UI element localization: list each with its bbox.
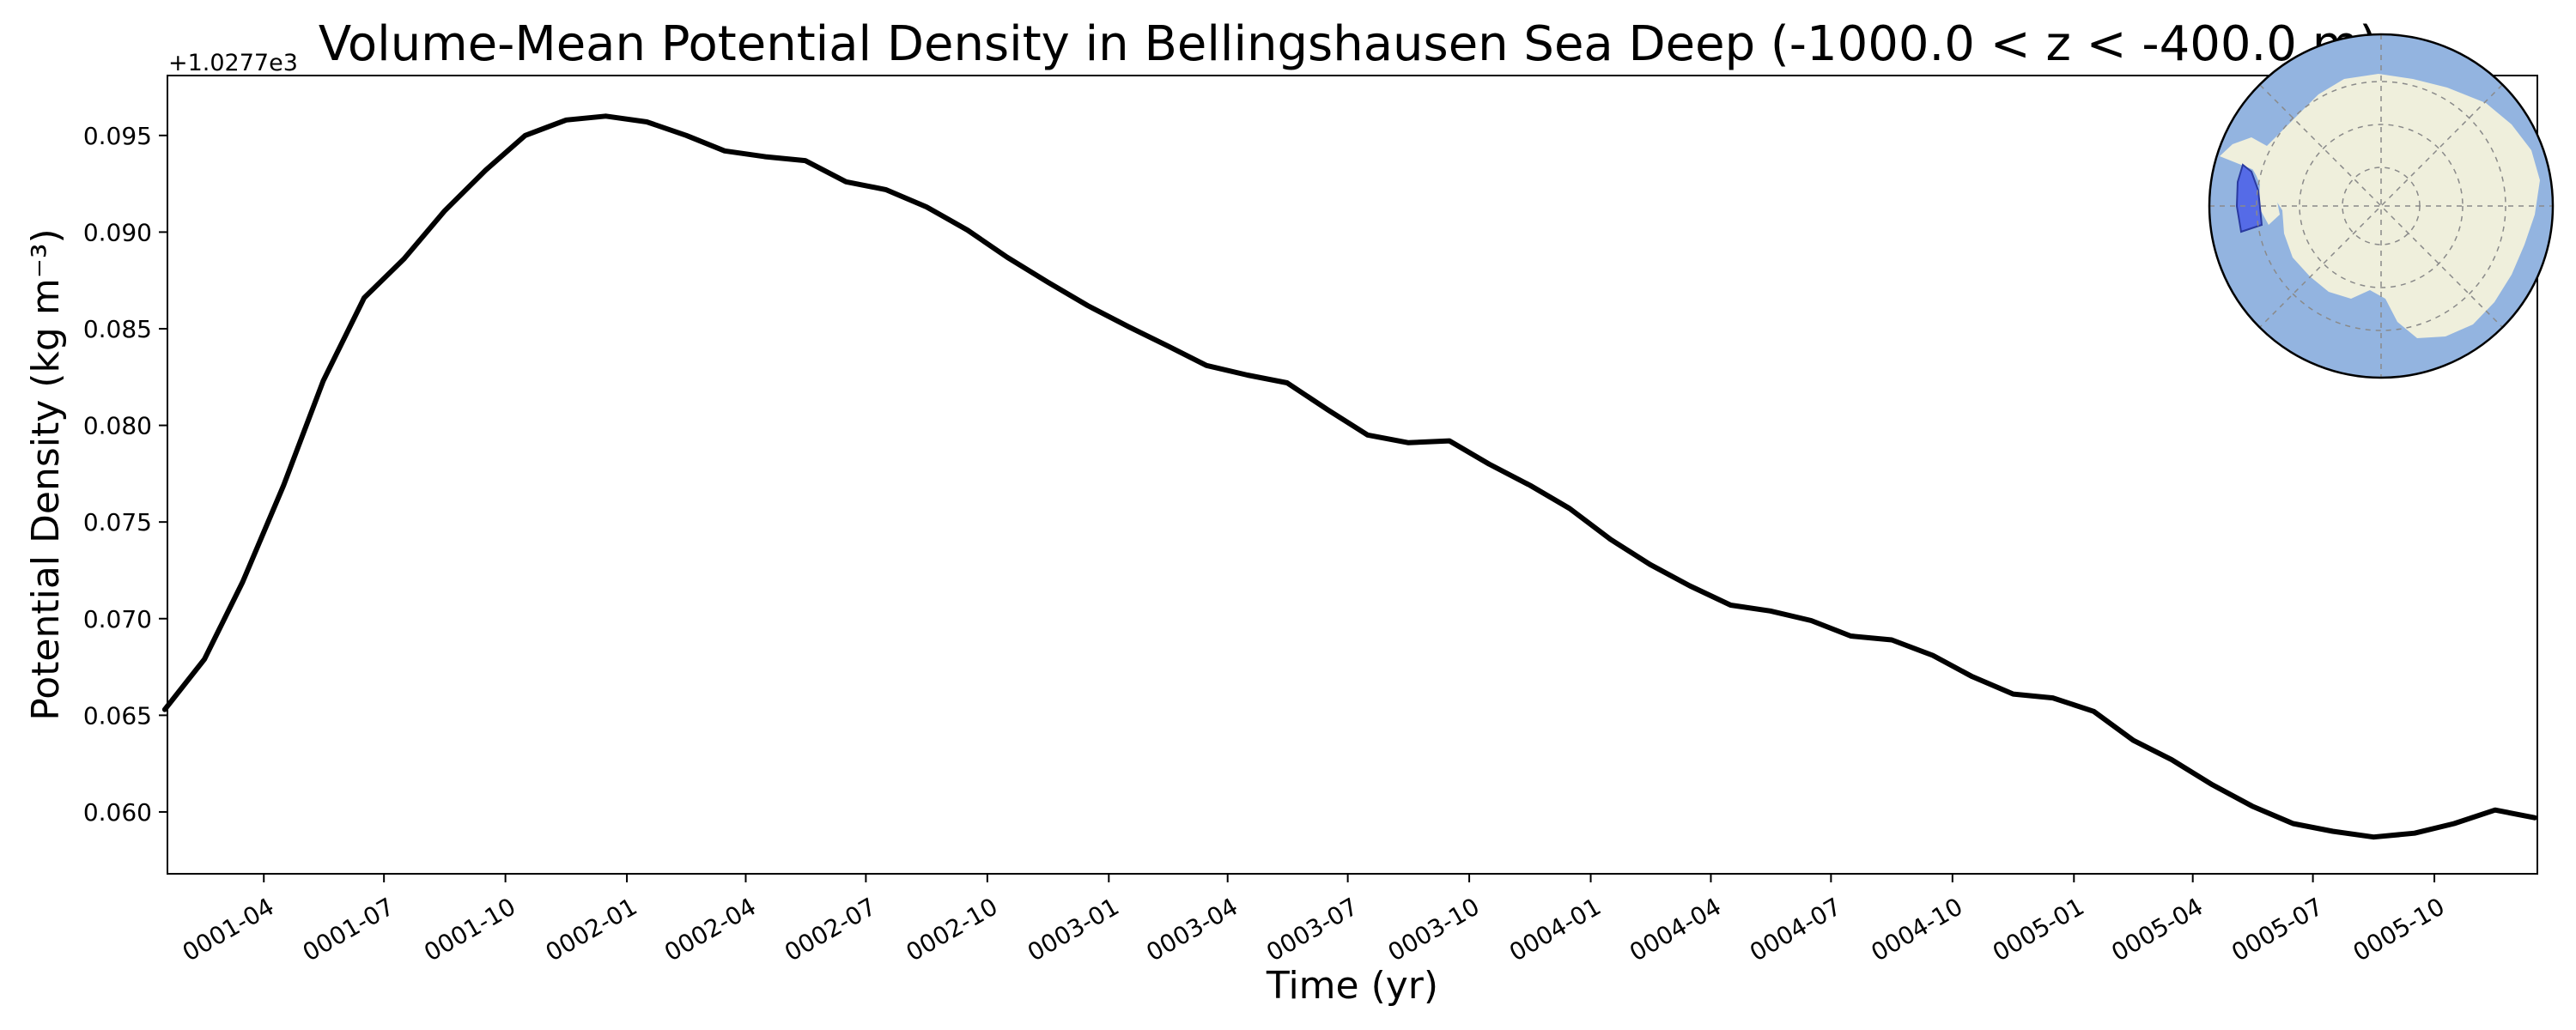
x-tick-label: 0004-01 (1504, 892, 1606, 966)
y-tick-label: 0.075 (83, 508, 152, 536)
x-tick-label: 0003-04 (1141, 892, 1242, 966)
x-tick-label: 0001-04 (178, 892, 279, 966)
density-series-line (161, 113, 2537, 840)
x-tick-label: 0004-10 (1866, 892, 1967, 966)
x-axis-ticks: 0001-04 0001-07 0001-10 0002-01 0002-04 0002-… (178, 874, 2450, 967)
y-tick-label: 0.090 (83, 218, 152, 246)
y-axis-label: Potential Density (kg m⁻³) (24, 228, 68, 720)
y-tick-label: 0.060 (83, 798, 152, 827)
antarctica-inset-map (2208, 33, 2555, 379)
x-tick-label: 0002-10 (902, 892, 1003, 966)
y-tick-label: 0.080 (83, 412, 152, 440)
x-axis-label: Time (yr) (1266, 964, 1438, 1008)
x-tick-label: 0002-01 (541, 892, 642, 966)
plot-frame (167, 75, 2538, 875)
x-tick-label: 0005-07 (2227, 892, 2328, 966)
y-axis-ticks: 0.060 0.065 0.070 0.075 0.080 0.085 0.090 0.095 (83, 122, 167, 827)
x-tick-label: 0001-07 (298, 892, 399, 966)
x-tick-label: 0004-04 (1625, 892, 1726, 966)
x-tick-label: 0002-04 (659, 892, 761, 966)
x-tick-label: 0003-01 (1023, 892, 1124, 966)
globe-outline (2208, 33, 2555, 379)
x-tick-label: 0005-01 (1988, 892, 2089, 966)
antarctica-landmass (2248, 74, 2540, 338)
antarctic-peninsula (2220, 137, 2280, 225)
x-tick-label: 0003-07 (1261, 892, 1363, 966)
y-tick-label: 0.085 (83, 315, 152, 343)
y-tick-label: 0.070 (83, 605, 152, 633)
bellingshausen-region (2235, 163, 2263, 233)
graticule (2209, 34, 2553, 378)
y-tick-label: 0.095 (83, 122, 152, 150)
y-tick-label: 0.065 (83, 701, 152, 730)
chart-title: Volume-Mean Potential Density in Belling… (319, 16, 2378, 72)
y-offset-label: +1.0277e3 (168, 50, 298, 76)
x-tick-label: 0004-07 (1745, 892, 1846, 966)
x-tick-label: 0001-10 (419, 892, 520, 966)
x-tick-label: 0003-10 (1383, 892, 1485, 966)
x-tick-label: 0005-10 (2348, 892, 2450, 966)
x-tick-label: 0005-04 (2106, 892, 2208, 966)
x-tick-label: 0002-07 (780, 892, 881, 966)
